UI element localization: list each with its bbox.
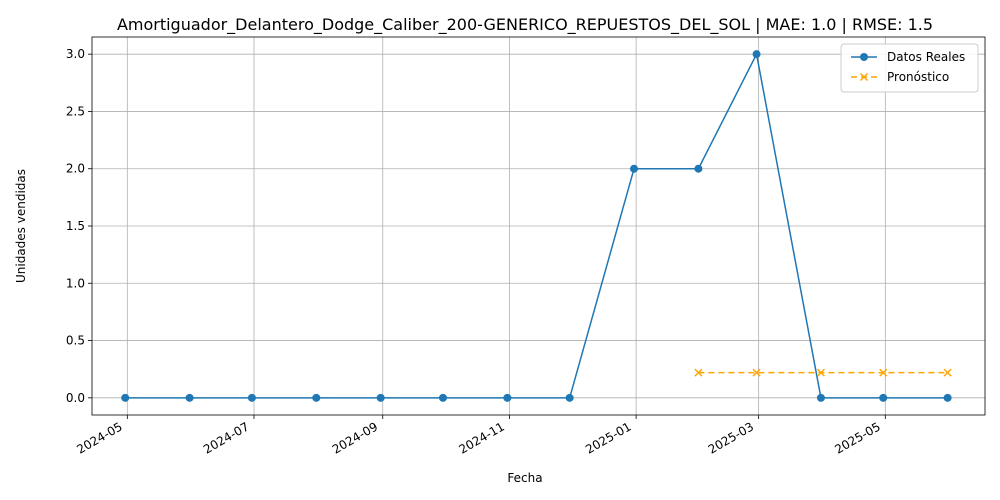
x-tick-label: 2025-03 <box>706 419 756 456</box>
data-point <box>565 393 574 402</box>
x-tick-label: 2024-09 <box>330 419 380 456</box>
legend-label: Pronóstico <box>887 70 949 84</box>
data-point <box>816 393 825 402</box>
y-tick-label: 1.5 <box>66 219 85 233</box>
y-tick-label: 1.0 <box>66 276 85 290</box>
data-point <box>943 393 952 402</box>
data-point <box>879 393 888 402</box>
x-axis-ticks: 2024-05 2024-07 2024-09 2024-11 2025-01 2025-… <box>74 415 886 457</box>
y-tick-label: 3.0 <box>66 47 85 61</box>
legend-marker-circle <box>860 53 868 61</box>
y-tick-label: 0.0 <box>66 391 85 405</box>
forecast-point <box>943 368 952 377</box>
data-point <box>185 393 194 402</box>
data-point <box>438 393 447 402</box>
forecast-point <box>752 368 761 377</box>
legend: Datos Reales Pronóstico <box>840 43 979 93</box>
grid <box>92 37 985 415</box>
x-tick-label: 2024-11 <box>457 419 507 456</box>
x-axis-label: Fecha <box>507 471 542 485</box>
chart-title: Amortiguador_Delantero_Dodge_Caliber_200… <box>117 15 933 35</box>
y-tick-label: 2.5 <box>66 104 85 118</box>
series-line-0 <box>125 51 948 399</box>
x-tick-label: 2024-07 <box>201 419 251 456</box>
data-point <box>694 164 703 173</box>
data-point <box>121 393 130 402</box>
y-tick-label: 2.0 <box>66 162 85 176</box>
data-point <box>376 393 385 402</box>
legend-box <box>840 43 979 93</box>
y-axis-label: Unidades vendidas <box>14 169 28 283</box>
x-tick-label: 2024-05 <box>74 419 124 456</box>
plot-frame <box>91 36 986 416</box>
y-axis-ticks: 0.0 0.5 1.0 1.5 2.0 2.5 3.0 <box>66 47 92 405</box>
legend-label: Datos Reales <box>887 50 965 64</box>
forecast-point <box>816 368 825 377</box>
data-point <box>503 393 512 402</box>
data-point <box>630 164 639 173</box>
data-point <box>247 393 256 402</box>
legend-marker-x <box>859 72 869 82</box>
plot-series <box>121 50 952 402</box>
y-tick-label: 0.5 <box>66 334 85 348</box>
data-point <box>312 393 321 402</box>
forecast-point <box>694 368 703 377</box>
forecast-point <box>879 368 888 377</box>
data-point <box>752 50 761 59</box>
x-tick-label: 2025-01 <box>583 419 633 456</box>
x-tick-label: 2025-05 <box>832 419 882 456</box>
